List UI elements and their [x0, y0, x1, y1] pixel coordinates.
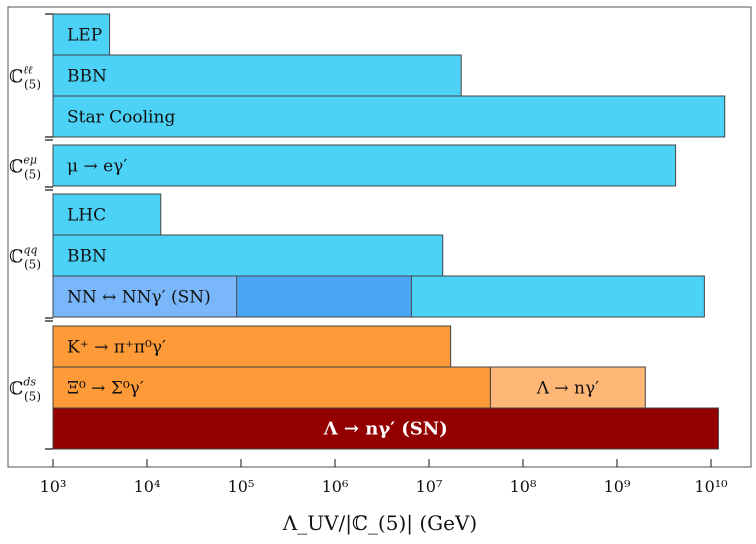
group-label-subscript: (5) — [24, 390, 41, 404]
bar-label: K⁺ → π⁺π⁰γ′ — [67, 338, 166, 358]
group-label-subscript: (5) — [24, 168, 41, 182]
group-labels-layer: ℂℓℓ(5)ℂeμ(5)ℂqq(5)ℂds(5) — [9, 13, 53, 450]
x-tick-label: 10⁶ — [322, 477, 349, 496]
bar — [52, 234, 444, 277]
bar-label: LEP — [67, 26, 102, 46]
bar-overlay — [52, 275, 238, 318]
group-label: ℂds — [9, 376, 36, 400]
bar-label: Ξ⁰ → Σ⁰γ′ — [67, 379, 144, 399]
bar-label: BBN — [67, 67, 107, 87]
group-label: ℂeμ — [9, 154, 37, 178]
bar — [52, 13, 111, 56]
bar-label: BBN — [67, 247, 107, 267]
bar — [52, 144, 677, 187]
bar-label: Star Cooling — [67, 108, 175, 128]
bar — [52, 366, 491, 409]
bar — [52, 54, 462, 97]
group-label-subscript: (5) — [24, 78, 41, 92]
bar-label: Λ → nγ′ (SN) — [323, 419, 448, 440]
group-label-subscript: (5) — [24, 258, 41, 272]
bar-label: LHC — [67, 206, 106, 226]
group-label: ℂqq — [9, 244, 37, 268]
group-label: ℂℓℓ — [9, 64, 33, 88]
x-tick-label: 10⁷ — [416, 477, 443, 496]
bars-layer — [52, 13, 726, 450]
x-tick-label: 10⁵ — [228, 477, 255, 496]
bar — [52, 95, 726, 138]
bar-extension-label: Λ → nγ′ — [536, 379, 599, 399]
bar-labels-layer: LEP BBN Star Cooling μ → eγ′ LHC BBN NN ↔ NNγ′… — [67, 26, 599, 440]
x-axis: 10³ 10⁴ 10⁵ 10⁶ 10⁷ 10⁸ 10⁹ 10¹⁰ — [40, 459, 728, 496]
bar — [52, 193, 162, 236]
x-tick-label: 10³ — [40, 477, 67, 496]
bar — [52, 407, 719, 450]
x-tick-label: 10⁸ — [510, 477, 537, 496]
bar-label: μ → eγ′ — [67, 157, 127, 177]
bar-label: NN ↔ NNγ′ (SN) — [67, 288, 211, 308]
bar — [52, 325, 452, 368]
x-tick-label: 10⁹ — [604, 477, 631, 496]
x-axis-label: Λ_UV/|ℂ_(5)| (GeV) — [282, 511, 477, 536]
x-tick-label: 10¹⁰ — [694, 477, 727, 496]
x-tick-label: 10⁴ — [134, 477, 161, 496]
